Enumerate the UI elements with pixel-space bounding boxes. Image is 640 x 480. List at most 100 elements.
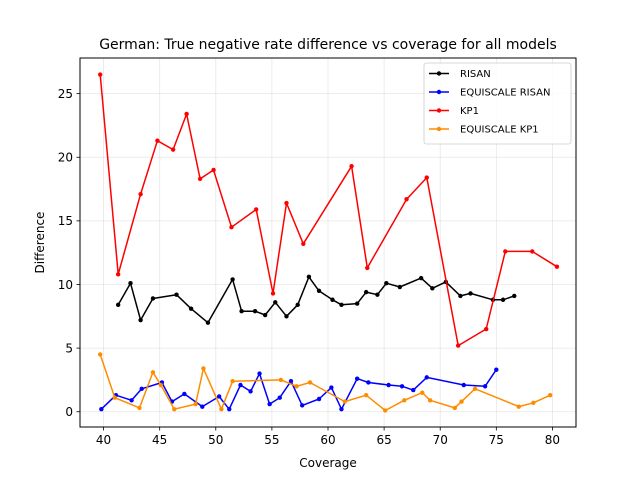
data-point-kp1 xyxy=(155,138,160,143)
x-tick-label: 75 xyxy=(489,433,504,447)
x-tick-label: 80 xyxy=(545,433,560,447)
y-axis-label: Difference xyxy=(33,212,47,274)
legend-swatch-marker xyxy=(436,71,442,76)
data-point-kp1 xyxy=(404,197,409,202)
data-point-kp1 xyxy=(349,163,354,169)
axis-ticks: 40 45 50 55 60 65 70 75 80 0 5 10 15 20 25 xyxy=(58,87,560,447)
data-point-risan xyxy=(188,306,194,311)
data-point-equiscale-kp1 xyxy=(420,390,425,395)
series-equiscale-kp1 xyxy=(97,352,553,413)
data-point-equiscale-risan xyxy=(248,389,253,394)
legend-item-equiscale-kp1: EQUISCALE KP1 xyxy=(429,125,539,136)
x-tick-label: 40 xyxy=(96,433,111,447)
data-point-kp1 xyxy=(115,272,121,277)
legend-swatch-marker xyxy=(436,89,442,95)
data-point-kp1 xyxy=(554,264,560,269)
legend-label: RISAN xyxy=(460,69,491,80)
data-point-equiscale-kp1 xyxy=(97,352,103,357)
data-point-kp1 xyxy=(301,241,306,246)
data-point-equiscale-risan xyxy=(354,376,360,381)
data-point-equiscale-kp1 xyxy=(201,366,206,371)
data-point-equiscale-kp1 xyxy=(112,395,117,400)
data-point-equiscale-risan xyxy=(316,396,322,402)
data-point-kp1 xyxy=(170,147,176,152)
data-point-risan xyxy=(500,297,506,302)
data-point-equiscale-kp1 xyxy=(230,378,235,384)
data-point-equiscale-risan xyxy=(216,394,222,399)
data-point-risan xyxy=(384,281,389,286)
data-point-risan xyxy=(284,314,289,319)
y-tick-label: 5 xyxy=(65,341,73,355)
data-point-equiscale-kp1 xyxy=(452,405,458,411)
legend: RISAN EQUISCALE RISAN KP1 EQUISCALE KP1 xyxy=(423,62,572,145)
data-point-risan xyxy=(397,284,403,290)
data-point-risan xyxy=(354,301,360,306)
x-tick-label: 65 xyxy=(376,433,391,447)
y-tick-label: 25 xyxy=(58,87,73,101)
data-point-equiscale-risan xyxy=(366,380,371,385)
data-point-equiscale-risan xyxy=(299,403,305,408)
data-point-risan xyxy=(150,296,156,301)
legend-label: EQUISCALE RISAN xyxy=(460,88,550,99)
data-point-equiscale-kp1 xyxy=(402,398,407,403)
data-point-kp1 xyxy=(197,176,203,182)
data-point-risan xyxy=(330,297,335,302)
data-point-kp1 xyxy=(484,326,489,332)
data-point-risan xyxy=(115,302,121,308)
chart-title: German: True negative rate difference vs… xyxy=(99,37,557,53)
data-point-equiscale-kp1 xyxy=(383,408,388,413)
data-point-kp1 xyxy=(97,72,103,77)
data-point-kp1 xyxy=(284,200,289,206)
legend-item-kp1: KP1 xyxy=(429,106,479,117)
data-point-equiscale-risan xyxy=(386,382,391,388)
data-point-equiscale-risan xyxy=(257,371,262,376)
data-point-equiscale-risan xyxy=(238,382,243,388)
data-point-kp1 xyxy=(270,291,276,296)
data-point-kp1 xyxy=(365,265,370,271)
data-point-equiscale-kp1 xyxy=(342,399,348,404)
y-tick-label: 0 xyxy=(65,405,73,419)
data-point-risan xyxy=(430,286,435,291)
data-point-kp1 xyxy=(424,175,429,180)
data-point-kp1 xyxy=(229,225,234,230)
data-point-risan xyxy=(230,277,235,282)
data-point-risan xyxy=(138,317,143,323)
x-tick-label: 60 xyxy=(320,433,335,447)
data-point-risan xyxy=(239,309,244,314)
legend-swatch-marker xyxy=(436,108,442,113)
data-point-equiscale-kp1 xyxy=(278,377,284,383)
data-point-equiscale-risan xyxy=(139,386,144,392)
legend-label: EQUISCALE KP1 xyxy=(460,125,539,136)
y-tick-label: 20 xyxy=(58,151,73,165)
data-point-risan xyxy=(252,309,258,314)
data-point-equiscale-risan xyxy=(200,404,205,409)
data-point-equiscale-risan xyxy=(482,384,488,389)
data-point-kp1 xyxy=(530,249,535,254)
data-point-equiscale-kp1 xyxy=(294,384,299,389)
data-point-equiscale-risan xyxy=(267,401,272,407)
data-point-risan xyxy=(418,275,424,281)
data-point-risan xyxy=(468,291,473,296)
data-point-equiscale-kp1 xyxy=(137,405,142,411)
plot-area xyxy=(97,72,560,413)
y-tick-label: 10 xyxy=(58,278,73,292)
data-point-risan xyxy=(174,292,179,297)
data-point-equiscale-kp1 xyxy=(219,406,224,412)
data-point-equiscale-kp1 xyxy=(193,401,198,407)
data-point-equiscale-risan xyxy=(182,391,187,397)
data-point-equiscale-risan xyxy=(329,385,334,390)
data-point-risan xyxy=(306,274,312,280)
data-point-risan xyxy=(128,281,133,286)
data-point-kp1 xyxy=(455,343,461,348)
data-point-risan xyxy=(316,288,322,294)
data-point-equiscale-kp1 xyxy=(307,380,313,385)
data-point-equiscale-kp1 xyxy=(158,382,163,388)
legend-box xyxy=(423,62,572,145)
data-point-risan xyxy=(512,293,517,299)
data-point-equiscale-risan xyxy=(399,384,405,389)
data-point-equiscale-kp1 xyxy=(472,386,478,392)
data-point-equiscale-risan xyxy=(411,387,416,393)
data-point-equiscale-kp1 xyxy=(531,400,536,406)
data-point-equiscale-risan xyxy=(494,367,499,372)
data-point-risan xyxy=(363,289,369,295)
